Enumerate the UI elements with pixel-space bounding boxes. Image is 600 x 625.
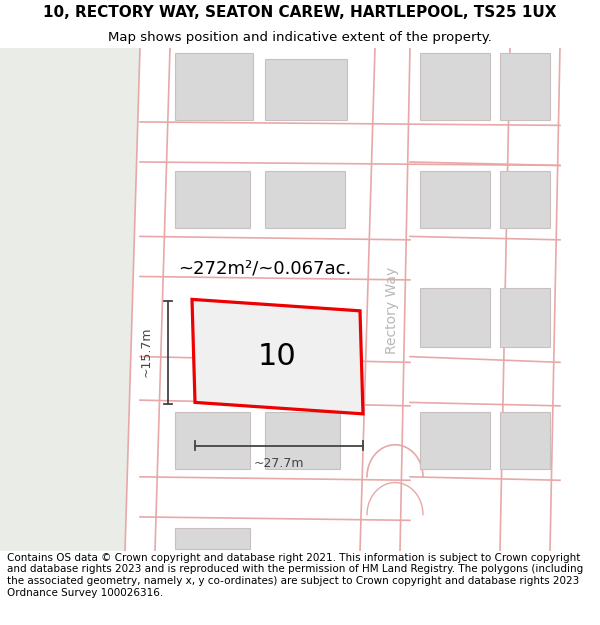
Text: Contains OS data © Crown copyright and database right 2021. This information is : Contains OS data © Crown copyright and d… xyxy=(7,552,583,598)
Bar xyxy=(500,412,550,469)
Bar xyxy=(265,412,340,469)
Text: ~15.7m: ~15.7m xyxy=(139,327,152,378)
Bar xyxy=(420,53,490,119)
Bar xyxy=(175,171,250,228)
Text: 10, RECTORY WAY, SEATON CAREW, HARTLEPOOL, TS25 1UX: 10, RECTORY WAY, SEATON CAREW, HARTLEPOO… xyxy=(43,6,557,21)
Bar xyxy=(265,171,345,228)
Bar xyxy=(500,53,550,119)
Polygon shape xyxy=(192,299,363,414)
Text: ~27.7m: ~27.7m xyxy=(254,457,304,469)
Text: 10: 10 xyxy=(258,342,297,371)
Bar xyxy=(500,171,550,228)
Bar xyxy=(175,412,250,469)
Bar xyxy=(175,53,253,119)
Bar xyxy=(175,528,250,549)
Bar xyxy=(420,288,490,348)
Text: Rectory Way: Rectory Way xyxy=(385,268,399,354)
Bar xyxy=(420,171,490,228)
Polygon shape xyxy=(0,48,140,551)
Text: Map shows position and indicative extent of the property.: Map shows position and indicative extent… xyxy=(108,31,492,44)
Text: ~272m²/~0.067ac.: ~272m²/~0.067ac. xyxy=(178,259,352,278)
Bar xyxy=(265,59,347,119)
Bar xyxy=(500,288,550,348)
Bar xyxy=(420,412,490,469)
